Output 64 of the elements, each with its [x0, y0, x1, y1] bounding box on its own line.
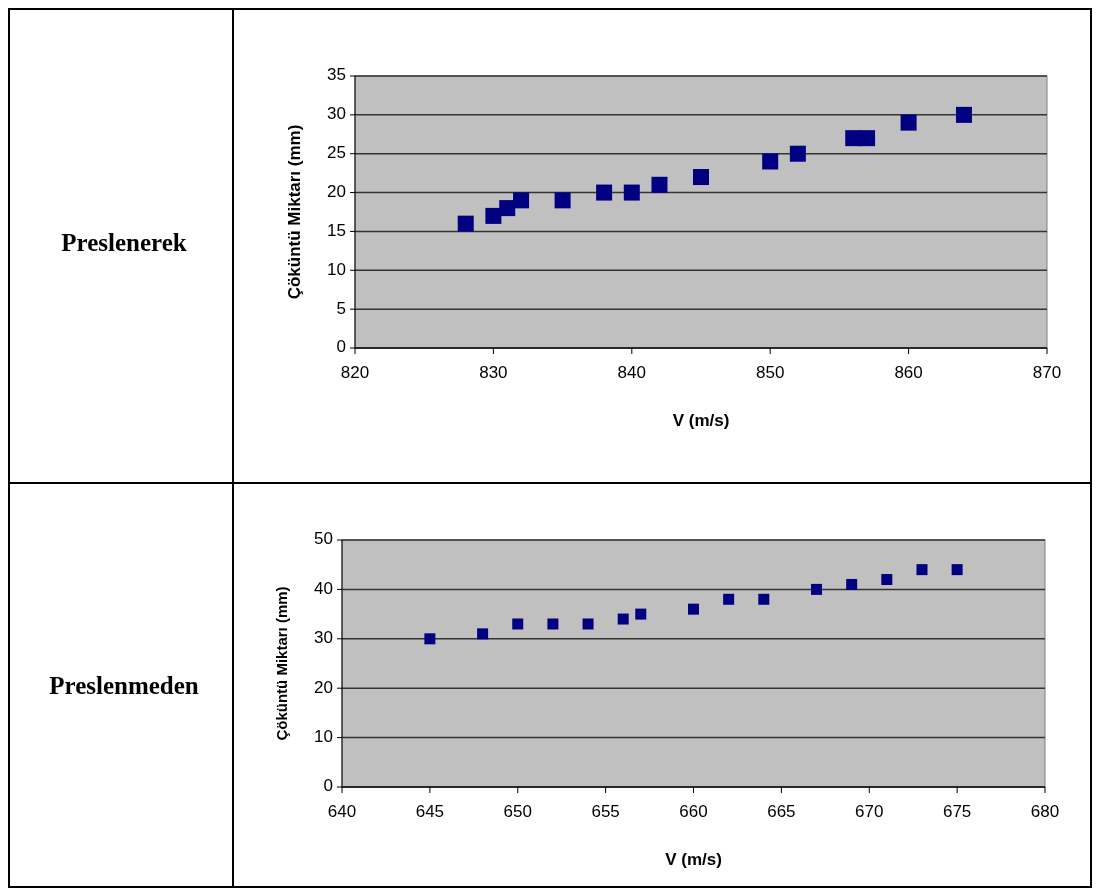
point	[758, 593, 770, 605]
point	[789, 145, 806, 162]
y-tick-label: 20	[314, 677, 333, 697]
point	[485, 207, 502, 224]
x-axis-title: V (m/s)	[672, 411, 730, 430]
point	[513, 192, 530, 209]
point	[457, 215, 474, 232]
point	[951, 564, 963, 576]
y-axis-title: Çöküntü Miktarı (mm)	[273, 586, 290, 741]
point	[596, 184, 613, 201]
point	[900, 114, 917, 131]
y-tick-label: 10	[314, 727, 333, 747]
point	[811, 583, 823, 595]
x-tick-label: 680	[1030, 802, 1060, 821]
point	[547, 618, 559, 630]
x-tick-label: 840	[617, 363, 646, 382]
y-tick-label: 40	[314, 578, 333, 598]
x-tick-label: 820	[340, 363, 370, 382]
y-tick-label: 10	[327, 259, 346, 279]
point	[688, 603, 699, 615]
point	[623, 184, 640, 201]
y-tick-label: 20	[327, 182, 346, 202]
x-tick-label: 665	[767, 802, 796, 821]
point	[846, 578, 858, 590]
x-tick-label: 870	[1032, 363, 1062, 382]
y-tick-label: 0	[336, 337, 346, 357]
point	[424, 633, 436, 645]
x-tick-label: 830	[479, 363, 508, 382]
point	[635, 608, 647, 620]
point	[955, 106, 972, 123]
y-tick-label: 30	[327, 104, 346, 124]
x-tick-label: 645	[415, 802, 445, 821]
text: Preslenerek	[61, 229, 187, 257]
y-tick-label: 35	[327, 65, 346, 85]
point	[881, 574, 893, 586]
x-tick-label: 640	[327, 802, 357, 821]
point	[582, 618, 594, 630]
y-tick-label: 5	[336, 298, 346, 318]
x-tick-label: 850	[756, 363, 785, 382]
point	[859, 130, 876, 147]
y-tick-label: 0	[323, 776, 333, 796]
point	[651, 176, 668, 193]
y-tick-label: 15	[327, 220, 346, 240]
x-axis-title: V (m/s)	[665, 850, 722, 869]
y-tick-label: 25	[327, 143, 346, 163]
y-axis-title: Çöküntü Miktarı (mm)	[285, 124, 304, 300]
x-tick-label: 675	[942, 802, 972, 821]
point	[693, 169, 709, 186]
y-tick-label: 30	[314, 628, 333, 648]
x-tick-label: 860	[894, 363, 923, 382]
point	[477, 628, 489, 640]
x-tick-label: 650	[503, 802, 532, 821]
point	[723, 593, 735, 605]
point	[617, 613, 629, 625]
point	[916, 564, 928, 576]
point	[554, 192, 571, 209]
point	[762, 153, 779, 170]
x-tick-label: 670	[855, 802, 884, 821]
text: Preslenmeden	[49, 671, 199, 699]
x-tick-label: 660	[679, 802, 708, 821]
point	[512, 618, 524, 630]
y-tick-label: 50	[314, 529, 333, 549]
point	[499, 200, 516, 217]
x-tick-label: 655	[591, 802, 620, 821]
